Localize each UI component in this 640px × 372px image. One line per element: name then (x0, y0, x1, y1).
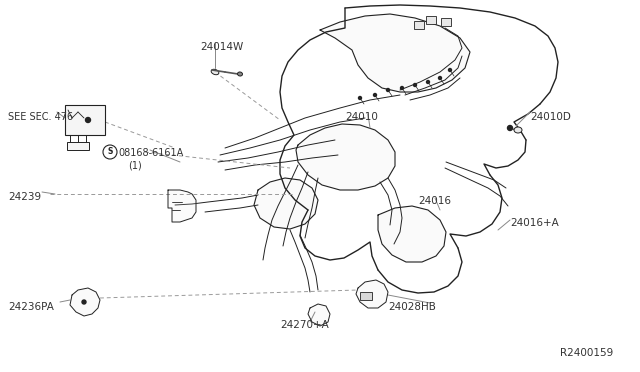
Bar (67, 142, 89, 150)
Circle shape (438, 77, 442, 80)
Polygon shape (296, 124, 395, 190)
Circle shape (449, 68, 451, 71)
Polygon shape (254, 178, 318, 229)
Circle shape (426, 80, 429, 83)
Circle shape (358, 96, 362, 99)
Text: 24236PA: 24236PA (8, 302, 54, 312)
Text: 08168-6161A: 08168-6161A (118, 148, 183, 158)
Ellipse shape (514, 127, 522, 133)
Text: 24010: 24010 (345, 112, 378, 122)
Polygon shape (320, 14, 470, 92)
Text: 24010D: 24010D (530, 112, 571, 122)
Circle shape (374, 93, 376, 96)
Circle shape (387, 89, 390, 92)
Text: 24239: 24239 (8, 192, 41, 202)
Circle shape (86, 118, 90, 122)
Circle shape (103, 145, 117, 159)
Text: R2400159: R2400159 (560, 348, 613, 358)
Circle shape (413, 83, 417, 87)
Polygon shape (356, 280, 388, 308)
Bar (65, 105, 105, 135)
Bar (441, 18, 451, 26)
Polygon shape (308, 304, 330, 326)
Polygon shape (378, 206, 446, 262)
Text: SEE SEC. 476: SEE SEC. 476 (8, 112, 73, 122)
Circle shape (508, 125, 513, 131)
Ellipse shape (237, 72, 243, 76)
Circle shape (401, 87, 403, 90)
Polygon shape (70, 288, 100, 316)
Text: 24016+A: 24016+A (510, 218, 559, 228)
Text: S: S (108, 148, 113, 157)
Text: 24028HB: 24028HB (388, 302, 436, 312)
Circle shape (82, 300, 86, 304)
Ellipse shape (211, 69, 219, 75)
Bar (414, 21, 424, 29)
Text: 24016: 24016 (418, 196, 451, 206)
Bar (360, 292, 372, 300)
Text: 24014W: 24014W (200, 42, 243, 52)
Polygon shape (168, 190, 196, 222)
Bar (426, 16, 436, 24)
Text: 24270+A: 24270+A (280, 320, 329, 330)
Text: (1): (1) (128, 160, 141, 170)
